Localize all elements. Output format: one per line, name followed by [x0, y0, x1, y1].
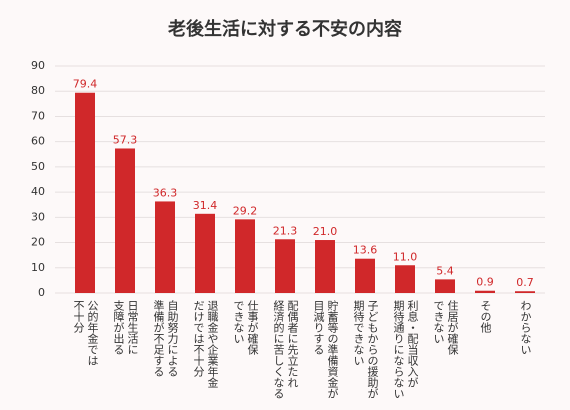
y-tick-label: 70 — [31, 109, 45, 122]
bar — [235, 219, 255, 293]
y-tick-label: 20 — [31, 236, 45, 249]
chart-title: 老後生活に対する不安の内容 — [168, 18, 402, 40]
value-label: 13.6 — [353, 244, 378, 257]
value-label: 29.2 — [233, 204, 258, 217]
bar — [115, 148, 135, 293]
x-tick-label: 貯蓄等の準備資金が 目減りする — [312, 300, 339, 399]
value-label: 21.3 — [273, 224, 298, 237]
value-label: 31.4 — [193, 199, 218, 212]
bar — [395, 265, 415, 293]
x-tick-label: 自助努力による 準備が不足する — [152, 300, 179, 377]
value-label: 0.7 — [516, 276, 534, 289]
x-tick-label: その他 — [479, 300, 492, 333]
value-label: 57.3 — [113, 133, 138, 146]
y-tick-label: 10 — [31, 261, 45, 274]
x-tick-label: わからない — [519, 300, 532, 355]
y-tick-label: 40 — [31, 185, 45, 198]
x-tick-label: 住居が確保 できない — [432, 300, 459, 355]
y-tick-label: 60 — [31, 135, 45, 148]
bar — [275, 239, 295, 293]
bar — [515, 291, 535, 293]
bar — [435, 279, 455, 293]
value-label: 36.3 — [153, 186, 178, 199]
value-label: 5.4 — [436, 264, 454, 277]
value-label: 0.9 — [476, 276, 494, 289]
x-tick-label: 配偶者に先立たれ 経済的に苦しくなる — [272, 300, 299, 399]
y-tick-label: 0 — [38, 286, 45, 299]
bar — [315, 240, 335, 293]
bar — [475, 290, 495, 293]
bar — [155, 201, 175, 293]
value-label: 79.4 — [73, 78, 98, 91]
y-tick-label: 90 — [31, 59, 45, 72]
value-label: 21.0 — [313, 225, 338, 238]
y-tick-label: 80 — [31, 84, 45, 97]
x-tick-label: 利息・配当収入が 期待通りにならない — [392, 300, 419, 399]
x-tick-label: 仕事が確保 できない — [232, 300, 259, 355]
bar — [75, 92, 95, 293]
x-tick-label: 退職金や企業年金 だけでは不十分 — [192, 300, 219, 388]
value-label: 11.0 — [393, 250, 418, 263]
x-tick-label: 子どもからの援助が 期待できない — [352, 300, 379, 399]
x-tick-label: 公的年金では 不十分 — [72, 300, 99, 366]
bar — [355, 258, 375, 293]
bar — [195, 213, 215, 293]
x-tick-label: 日常生活に 支障が出る — [112, 300, 139, 355]
y-tick-label: 50 — [31, 160, 45, 173]
y-tick-label: 30 — [31, 210, 45, 223]
